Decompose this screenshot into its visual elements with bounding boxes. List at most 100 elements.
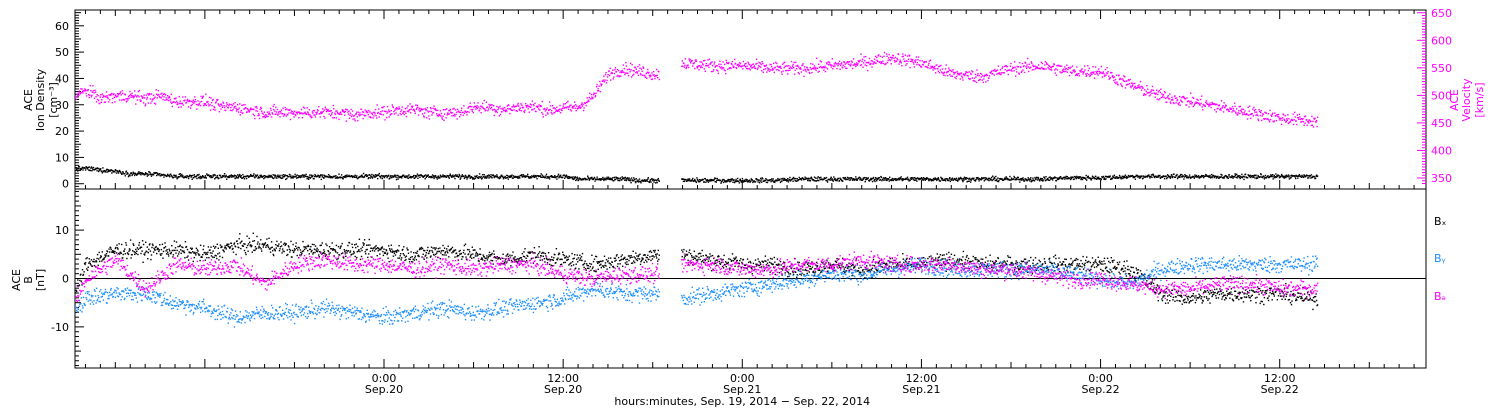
velocity-series-point	[124, 99, 125, 100]
velocity-series-point	[333, 105, 334, 106]
velocity-series-point	[534, 108, 535, 109]
velocity-series-point	[1115, 83, 1116, 84]
velocity-series-point	[961, 72, 962, 73]
density-series-point	[386, 177, 387, 178]
density-series-point	[875, 177, 876, 178]
velocity-series-point	[359, 112, 360, 113]
b-series-bx-point	[114, 253, 115, 254]
velocity-series-point	[391, 113, 392, 114]
density-series-point	[458, 177, 459, 178]
velocity-series-point	[1110, 77, 1111, 78]
velocity-series-point	[698, 69, 699, 70]
density-series-point	[90, 170, 91, 171]
velocity-series-point	[1284, 120, 1285, 121]
velocity-series-point	[530, 107, 531, 108]
density-series-point	[631, 177, 632, 178]
density-series-point	[705, 178, 706, 179]
velocity-series-point	[1141, 90, 1142, 91]
density-series-point	[847, 179, 848, 180]
density-series-point	[202, 175, 203, 176]
density-series-point	[704, 181, 705, 182]
velocity-series-point	[545, 115, 546, 116]
velocity-series-point	[1026, 64, 1027, 65]
velocity-series-point	[977, 75, 978, 76]
velocity-series-point	[477, 108, 478, 109]
velocity-series-point	[397, 115, 398, 116]
density-series-point	[238, 176, 239, 177]
velocity-series-point	[909, 55, 910, 56]
velocity-series-point	[875, 63, 876, 64]
velocity-series-point	[988, 77, 989, 78]
density-series-point	[126, 171, 127, 172]
velocity-series-point	[848, 64, 849, 65]
density-series-point	[752, 179, 753, 180]
velocity-series-point	[454, 114, 455, 115]
density-series-point	[1311, 174, 1312, 175]
velocity-series-point	[867, 70, 868, 71]
density-series-point	[694, 179, 695, 180]
velocity-series-point	[152, 99, 153, 100]
density-series-point	[105, 171, 106, 172]
density-series-point	[614, 177, 615, 178]
velocity-series-point	[516, 106, 517, 107]
density-series-point	[850, 179, 851, 180]
velocity-series-point	[1257, 115, 1258, 116]
density-series-point	[793, 177, 794, 178]
velocity-series-point	[478, 106, 479, 107]
velocity-series-point	[750, 66, 751, 67]
density-series-point	[1043, 179, 1044, 180]
velocity-series-point	[551, 110, 552, 111]
velocity-series-point	[1079, 75, 1080, 76]
velocity-series-point	[1239, 113, 1240, 114]
density-tick-label: 60	[55, 20, 69, 33]
velocity-series-point	[1168, 95, 1169, 96]
b-series-bx-point	[105, 255, 106, 256]
velocity-series-point	[586, 105, 587, 106]
velocity-series-point	[599, 81, 600, 82]
velocity-series-point	[311, 117, 312, 118]
velocity-series-point	[86, 95, 87, 96]
density-series-point	[948, 180, 949, 181]
velocity-series-point	[546, 107, 547, 108]
velocity-series-point	[91, 95, 92, 96]
b-series-bx-point	[123, 254, 124, 255]
velocity-series-point	[192, 104, 193, 105]
velocity-series-point	[1011, 70, 1012, 71]
velocity-series-point	[607, 76, 608, 77]
velocity-series-point	[183, 104, 184, 105]
velocity-series-point	[1299, 116, 1300, 117]
velocity-series-point	[272, 113, 273, 114]
velocity-series-point	[541, 112, 542, 113]
velocity-series-point	[1243, 112, 1244, 113]
density-series-point	[1038, 178, 1039, 179]
velocity-series-point	[259, 118, 260, 119]
velocity-series-point	[994, 69, 995, 70]
density-series-point	[361, 175, 362, 176]
velocity-series-point	[461, 108, 462, 109]
b-series-bx-point	[109, 251, 110, 252]
velocity-series-point	[81, 88, 82, 89]
density-series-point	[505, 176, 506, 177]
velocity-series-point	[1292, 120, 1293, 121]
b-series-bx-point	[87, 270, 88, 271]
velocity-series-point	[563, 105, 564, 106]
velocity-series-point	[1179, 102, 1180, 103]
density-series-point	[1242, 177, 1243, 178]
density-series-point	[485, 176, 486, 177]
b-tick-label: 10	[55, 224, 69, 237]
velocity-series-point	[292, 114, 293, 115]
velocity-series-point	[371, 113, 372, 114]
velocity-series-point	[1089, 68, 1090, 69]
velocity-series-point	[186, 102, 187, 103]
velocity-series-point	[695, 59, 696, 60]
velocity-series-point	[457, 109, 458, 110]
velocity-series-point	[200, 96, 201, 97]
velocity-series-point	[1193, 98, 1194, 99]
velocity-series-point	[575, 104, 576, 105]
density-series-point	[977, 177, 978, 178]
velocity-series-point	[1032, 69, 1033, 70]
velocity-series-point	[636, 71, 637, 72]
velocity-series-point	[612, 70, 613, 71]
velocity-series-point	[712, 71, 713, 72]
velocity-series-point	[1094, 74, 1095, 75]
